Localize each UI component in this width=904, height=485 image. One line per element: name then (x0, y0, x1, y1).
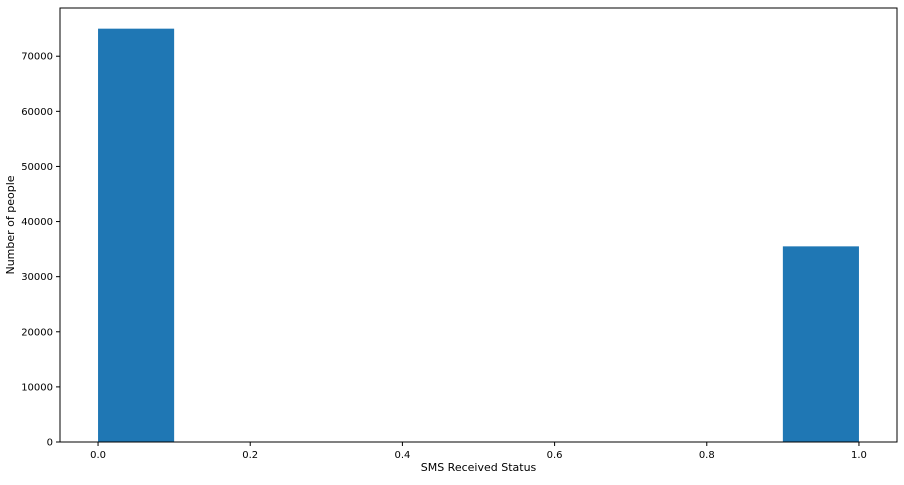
histogram-bar-9 (782, 246, 859, 442)
y-tick-label: 70000 (21, 52, 53, 63)
x-tick-label: 0.0 (90, 450, 106, 461)
x-tick-label: 0.8 (699, 450, 715, 461)
y-tick-label: 10000 (21, 382, 53, 393)
y-tick-label: 30000 (21, 272, 53, 283)
histogram-bar-0 (98, 28, 175, 443)
x-tick-label: 0.4 (394, 450, 410, 461)
x-tick-label: 0.6 (547, 450, 563, 461)
plot-frame (59, 7, 898, 443)
x-tick-label: 1.0 (851, 450, 867, 461)
bars-layer (98, 28, 859, 443)
y-tick-label: 50000 (21, 162, 53, 173)
x-axis-label: SMS Received Status (421, 461, 537, 474)
y-tick-label: 60000 (21, 107, 53, 118)
y-axis-label: Number of people (4, 175, 17, 274)
x-tick-label: 0.2 (242, 450, 258, 461)
x-axis-ticks: 0.0 0.2 0.4 0.6 0.8 1.0 (90, 442, 867, 461)
y-axis-ticks: 0 10000 20000 30000 40000 50000 60000 70000 (21, 52, 60, 449)
y-tick-label: 40000 (21, 217, 53, 228)
y-tick-label: 20000 (21, 327, 53, 338)
y-tick-label: 0 (47, 438, 53, 449)
